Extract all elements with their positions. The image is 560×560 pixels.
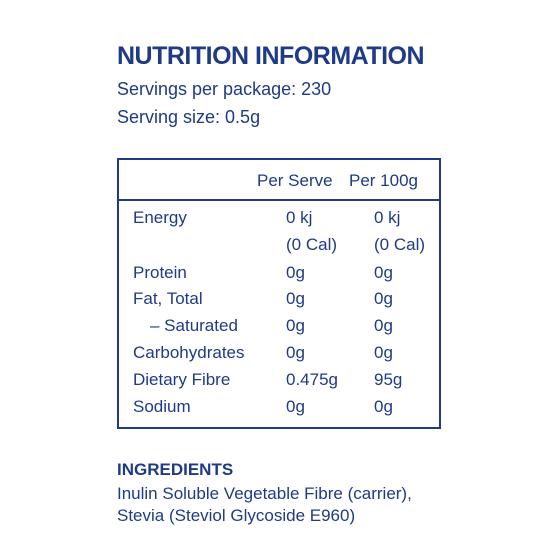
per-100g-value: 0g	[374, 316, 393, 335]
page-title: NUTRITION INFORMATION	[117, 42, 425, 70]
ingredients-title: INGREDIENTS	[117, 460, 234, 479]
per-serve-value: (0 Cal)	[286, 235, 338, 254]
per-100g-value: 0g	[374, 289, 393, 308]
nutrient-name: Protein	[133, 263, 187, 282]
per-100g-value: 0g	[374, 343, 393, 362]
per-serve-value: 0g	[286, 343, 305, 362]
per-100g-value: (0 Cal)	[374, 235, 426, 254]
nutrient-name: Carbohydrates	[133, 343, 245, 362]
table-row: Protein 0g 0g	[119, 263, 439, 289]
per-100g-value: 95g	[374, 370, 403, 389]
table-row: Energy 0 kj 0 kj	[119, 208, 439, 234]
header-per-serve: Per Serve	[257, 171, 333, 190]
per-serve-value: 0 kj	[286, 208, 313, 227]
per-serve-value: 0g	[286, 289, 305, 308]
table-header: Per Serve Per 100g	[119, 160, 439, 201]
table-row: (0 Cal) (0 Cal)	[119, 235, 439, 261]
per-serve-value: 0g	[286, 316, 305, 335]
nutrient-name: Fat, Total	[133, 289, 203, 308]
nutrient-name: Sodium	[133, 397, 191, 416]
per-100g-value: 0 kj	[374, 208, 401, 227]
ingredients-text: Inulin Soluble Vegetable Fibre (carrier)…	[117, 484, 412, 525]
table-row: Fat, Total 0g 0g	[119, 289, 439, 315]
nutrient-name: Energy	[133, 208, 187, 227]
table-row: Dietary Fibre 0.475g 95g	[119, 370, 439, 396]
nutrient-name: – Saturated	[150, 316, 238, 335]
table-row: Carbohydrates 0g 0g	[119, 343, 439, 369]
nutrition-table: Per Serve Per 100g Energy 0 kj 0 kj (0 C…	[117, 158, 441, 429]
per-serve-value: 0g	[286, 397, 305, 416]
per-100g-value: 0g	[374, 397, 393, 416]
table-row: Sodium 0g 0g	[119, 397, 439, 423]
header-per-100g: Per 100g	[349, 171, 418, 190]
per-serve-value: 0.475g	[286, 370, 338, 389]
nutrient-name: Dietary Fibre	[133, 370, 231, 389]
per-serve-value: 0g	[286, 263, 305, 282]
per-100g-value: 0g	[374, 263, 393, 282]
serving-size: Serving size: 0.5g	[117, 107, 261, 127]
servings-per-package: Servings per package: 230	[117, 79, 332, 99]
table-row: – Saturated 0g 0g	[119, 316, 439, 342]
